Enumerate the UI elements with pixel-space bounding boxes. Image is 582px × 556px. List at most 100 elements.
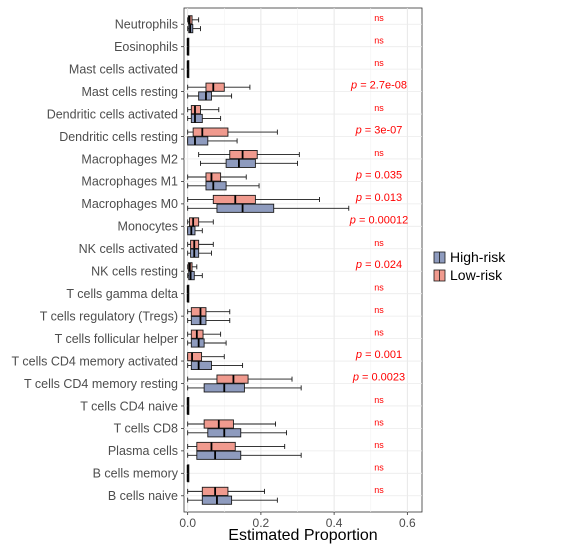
pvalue-labels: ns ns ns p = 2.7e-08 ns p = 3e-07 ns p = 0.035 p… xyxy=(349,13,408,495)
category-labels: Neutrophils Eosinophils Mast cells activat… xyxy=(12,18,184,503)
box-iqr xyxy=(198,91,212,101)
box-iqr xyxy=(190,360,212,370)
box-high xyxy=(187,338,227,348)
box-iqr xyxy=(187,136,209,146)
box-iqr xyxy=(187,352,203,362)
box-high xyxy=(187,248,212,258)
pvalue-label: p = 0.035 xyxy=(355,169,402,181)
pvalue-label: ns xyxy=(374,58,384,68)
pvalue-label: ns xyxy=(374,148,384,158)
box-iqr xyxy=(229,150,258,160)
box-iqr xyxy=(225,158,256,168)
box-high xyxy=(187,203,350,213)
box-low xyxy=(187,441,286,452)
box-iqr xyxy=(212,194,256,205)
pvalue-label: ns xyxy=(374,283,384,293)
box-low xyxy=(187,486,266,496)
box-iqr xyxy=(190,113,203,123)
pvalue-label: ns xyxy=(374,328,384,338)
legend: High-risk Low-risk xyxy=(433,249,506,283)
pvalue-label: p = 0.024 xyxy=(355,259,402,271)
box-iqr xyxy=(216,203,275,213)
box-low xyxy=(187,262,198,272)
category-label: Mast cells activated xyxy=(69,62,178,76)
pvalue-label: p = 3e-07 xyxy=(355,125,403,137)
box-iqr xyxy=(190,338,205,348)
box-high xyxy=(186,293,190,303)
pvalue-label: ns xyxy=(374,103,384,113)
box-iqr xyxy=(205,82,225,92)
pvalue-label: ns xyxy=(374,238,384,248)
pvalue-label: p = 0.013 xyxy=(355,192,402,204)
x-axis-title: Estimated Proportion xyxy=(228,527,377,544)
box-high xyxy=(187,495,278,505)
category-label: Plasma cells xyxy=(108,444,178,458)
box-low xyxy=(187,329,222,339)
box-high xyxy=(187,383,302,393)
category-label: B cells naive xyxy=(108,489,178,503)
pvalue-label: ns xyxy=(374,36,384,46)
box-low xyxy=(187,352,225,362)
pvalue-label: p = 0.001 xyxy=(355,349,402,361)
category-label: NK cells activated xyxy=(79,242,178,256)
pvalue-label: ns xyxy=(374,395,384,405)
box-low xyxy=(187,307,231,317)
pvalue-label: p = 0.0023 xyxy=(352,372,405,384)
box-high xyxy=(187,315,231,326)
box-iqr xyxy=(189,217,200,227)
pvalue-label: p = 2.7e-08 xyxy=(350,80,407,92)
pvalue-label: ns xyxy=(374,305,384,315)
box-low xyxy=(187,374,293,384)
grid-lines xyxy=(184,8,422,512)
box-high xyxy=(200,158,298,168)
category-label: T cells CD4 naive xyxy=(80,399,178,413)
box-high xyxy=(187,360,244,370)
box-low xyxy=(187,419,276,429)
box-low xyxy=(187,172,247,182)
box-iqr xyxy=(192,127,229,137)
category-label: NK cells resting xyxy=(91,265,178,279)
box-high xyxy=(187,181,260,191)
box-low xyxy=(186,60,190,70)
box-high xyxy=(186,405,190,415)
box-high xyxy=(187,136,238,146)
pvalue-label: ns xyxy=(374,417,384,427)
category-label: T cells follicular helper xyxy=(55,332,178,346)
x-tick-label: 0.2 xyxy=(253,516,270,530)
box-high xyxy=(187,91,233,101)
category-label: Dendritic cells activated xyxy=(47,107,178,121)
legend-label-low: Low-risk xyxy=(450,267,503,283)
x-tick-label: 0.0 xyxy=(179,516,196,530)
legend-label-high: High-risk xyxy=(450,249,506,265)
x-axis-ticks: 0.0 0.2 0.4 0.6 xyxy=(179,512,416,530)
category-label: Macrophages M0 xyxy=(81,197,178,211)
category-label: B cells memory xyxy=(93,467,179,481)
box-high xyxy=(186,68,190,79)
category-label: T cells CD4 memory activated xyxy=(12,354,179,368)
category-label: T cells gamma delta xyxy=(66,287,178,301)
box-high xyxy=(186,473,190,483)
box-high xyxy=(187,271,203,281)
category-label: Macrophages M2 xyxy=(81,152,178,166)
box-iqr xyxy=(196,441,236,452)
box-low xyxy=(187,194,320,205)
box-high xyxy=(187,24,201,34)
category-label: Neutrophils xyxy=(115,18,178,32)
category-label: T cells CD4 memory resting xyxy=(24,377,178,391)
category-label: T cells CD8 xyxy=(114,422,178,436)
category-label: Monocytes xyxy=(118,220,178,234)
box-low xyxy=(186,37,190,47)
x-tick-label: 0.4 xyxy=(326,516,343,530)
box-high xyxy=(187,450,302,460)
category-label: Eosinophils xyxy=(114,40,178,54)
box-high xyxy=(186,46,190,56)
box-low xyxy=(186,284,190,294)
category-label: T cells regulatory (Tregs) xyxy=(40,309,178,323)
box-iqr xyxy=(205,172,222,182)
box-iqr xyxy=(190,315,207,326)
pvalue-label: ns xyxy=(374,462,384,472)
box-low xyxy=(187,105,220,115)
category-label: Mast cells resting xyxy=(81,85,178,99)
box-high xyxy=(187,428,287,438)
